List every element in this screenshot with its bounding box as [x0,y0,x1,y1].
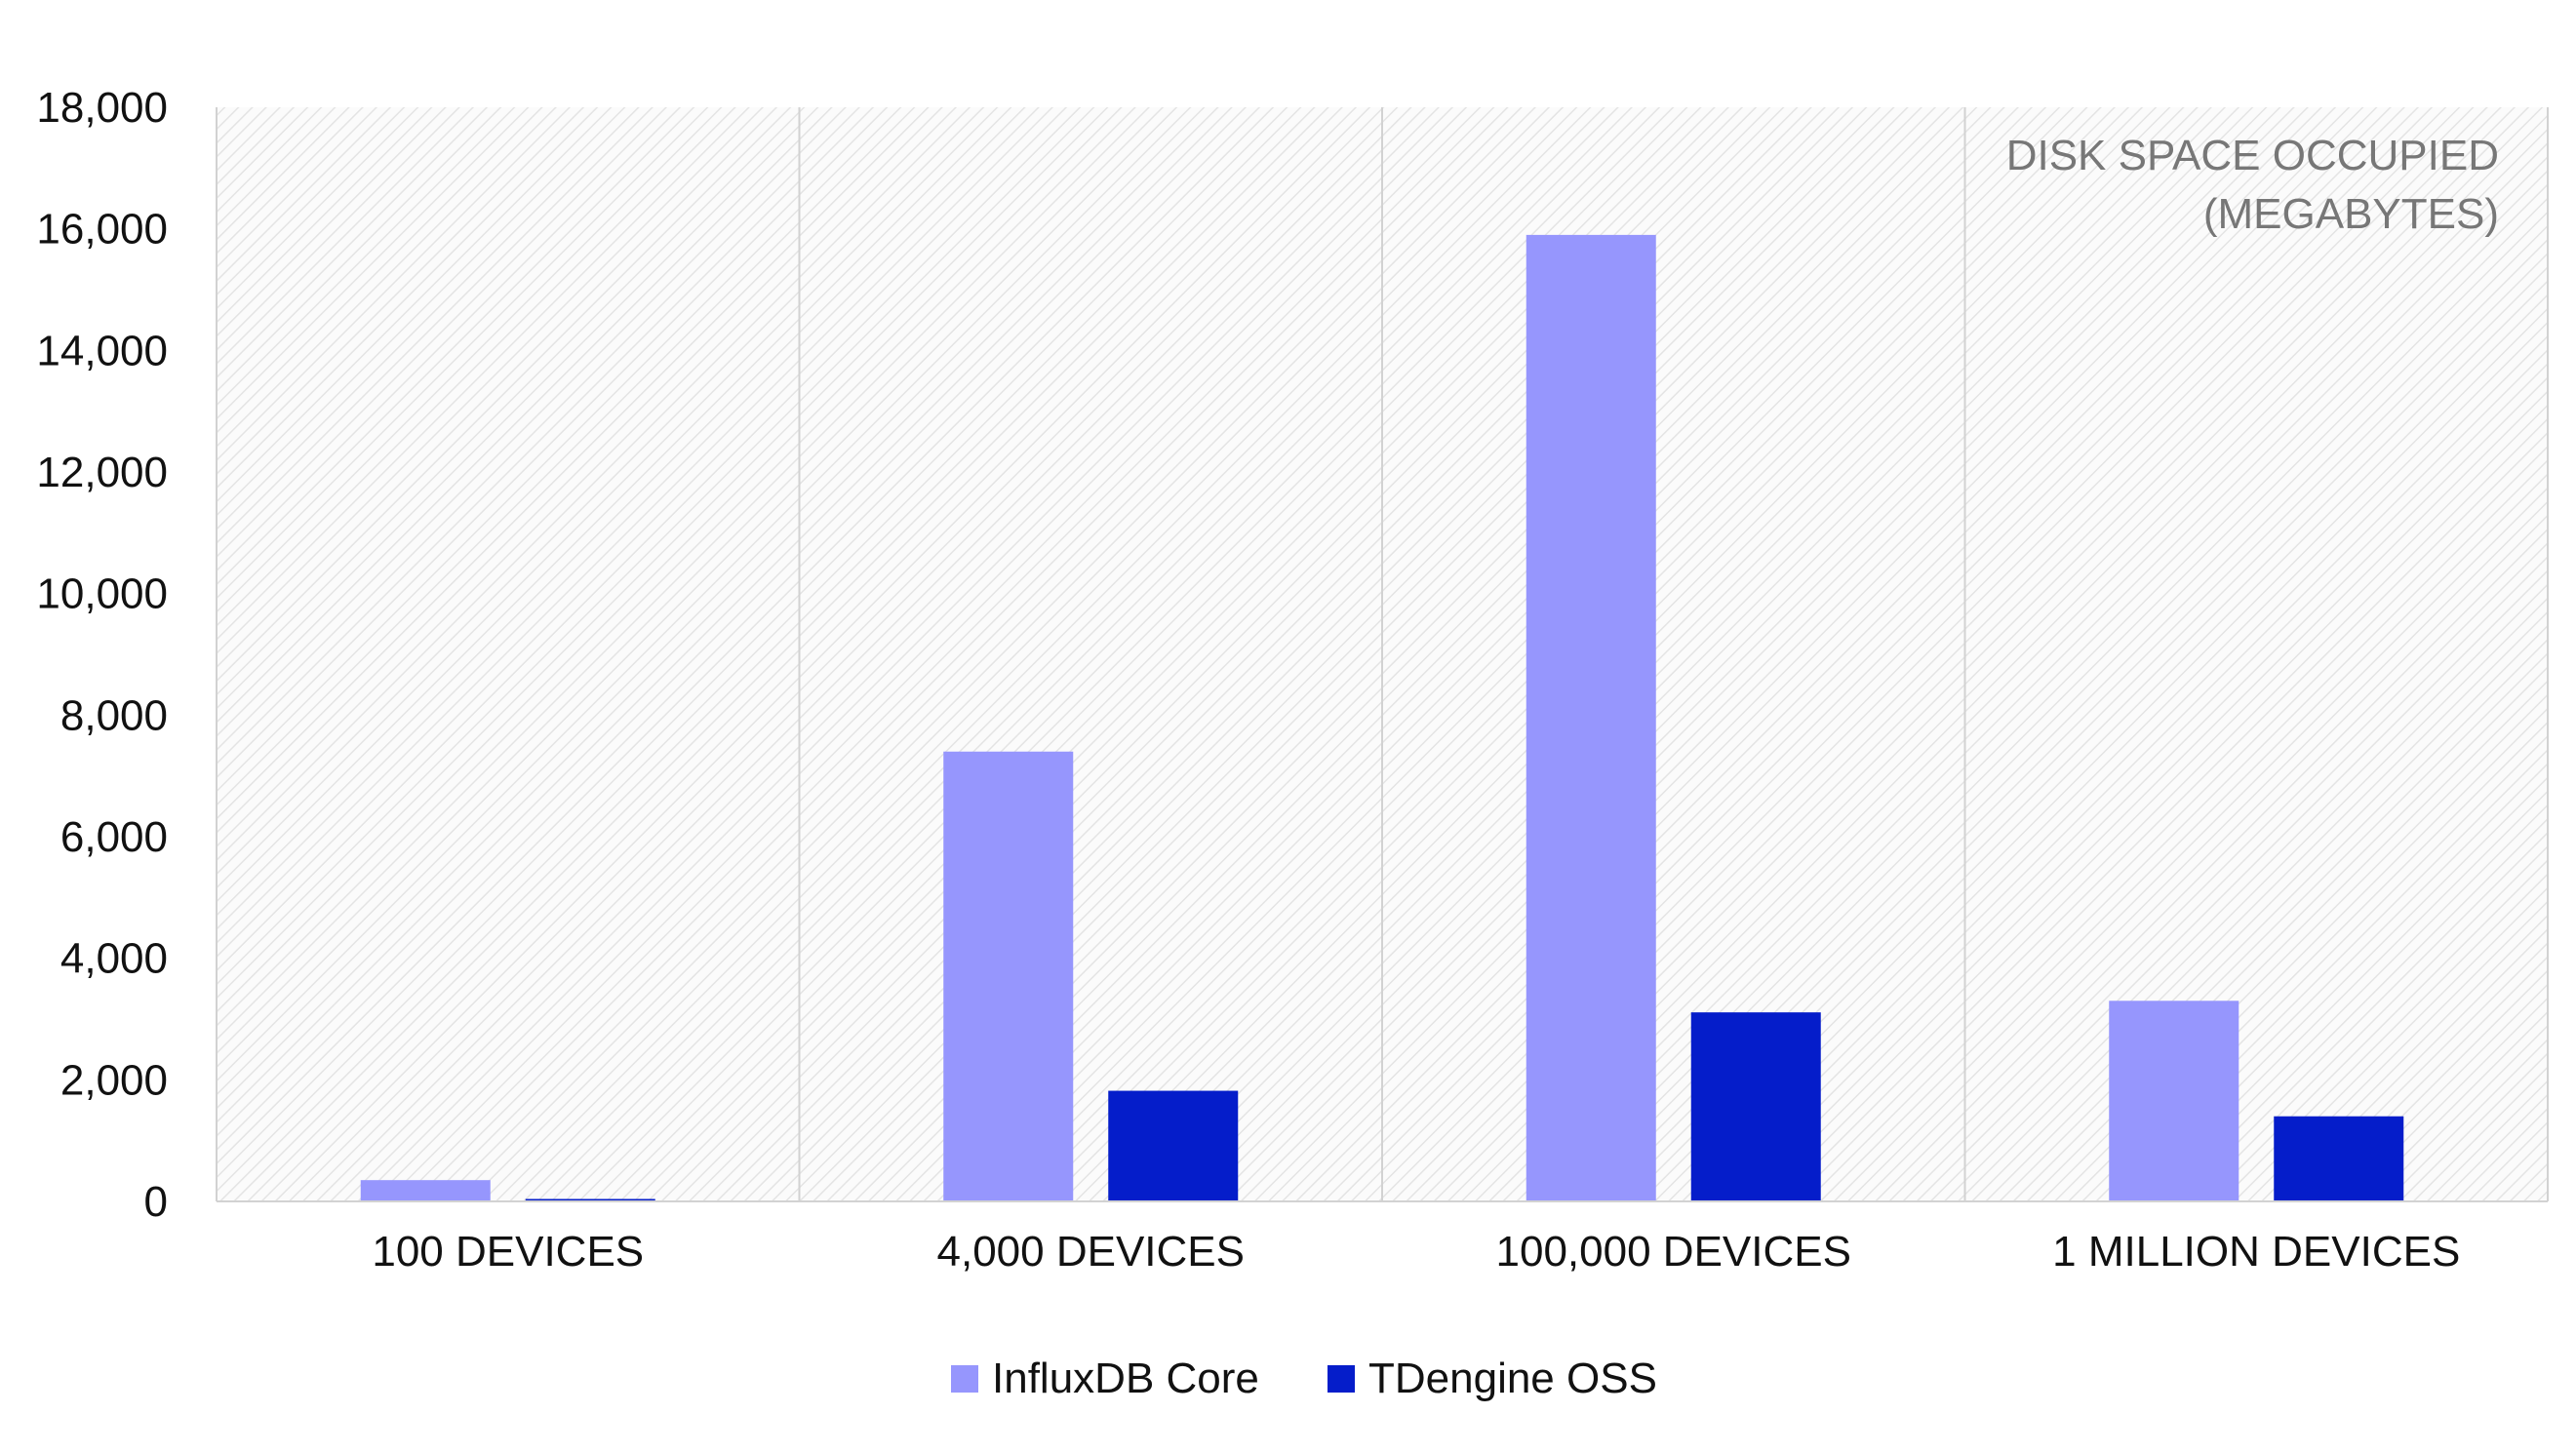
bar-tdengine-oss [525,1198,655,1201]
bar-tdengine-oss [1108,1090,1239,1201]
y-tick-label: 12,000 [36,449,168,496]
y-tick-label: 16,000 [36,206,168,254]
bar-tdengine-oss [1690,1012,1821,1201]
x-category-label: 1 MILLION DEVICES [2052,1228,2460,1276]
legend-label: TDengine OSS [1368,1355,1657,1402]
y-tick-label: 10,000 [36,570,168,618]
bar-influxdb-core [2109,1001,2239,1201]
y-tick-label: 8,000 [60,691,168,739]
y-tick-label: 18,000 [36,84,168,132]
chart-annotation: DISK SPACE OCCUPIED [2006,132,2499,179]
chart-annotation: (MEGABYTES) [2203,190,2499,238]
legend-swatch [1328,1365,1355,1393]
x-category-label: 100,000 DEVICES [1496,1228,1851,1276]
x-category-label: 4,000 DEVICES [937,1228,1246,1276]
legend-label: InfluxDB Core [992,1355,1259,1402]
bar-tdengine-oss [2274,1116,2404,1201]
bar-influxdb-core [943,751,1074,1201]
y-tick-label: 2,000 [60,1056,168,1104]
y-tick-label: 6,000 [60,813,168,861]
y-tick-label: 4,000 [60,935,168,983]
legend-swatch [951,1365,978,1393]
x-category-label: 100 DEVICES [372,1228,644,1276]
bar-influxdb-core [360,1180,491,1201]
y-tick-label: 14,000 [36,327,168,374]
y-tick-label: 0 [144,1178,168,1226]
bar-influxdb-core [1526,234,1656,1201]
